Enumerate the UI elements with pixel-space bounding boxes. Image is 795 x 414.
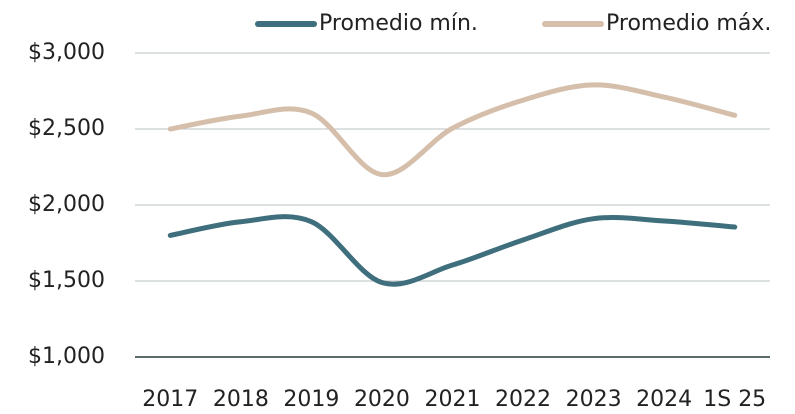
line <box>167 214 738 287</box>
y-tick-label: $1,000 <box>28 344 105 369</box>
x-tick-label: 2021 <box>425 387 481 412</box>
x-tick-label: 2020 <box>354 387 410 412</box>
x-tick-label: 2019 <box>283 387 339 412</box>
x-tick-label: 2017 <box>142 387 198 412</box>
legend-label: Promedio máx. <box>606 11 771 36</box>
x-tick-label: 1S 25 <box>703 387 766 412</box>
y-tick-label: $2,500 <box>28 116 105 141</box>
x-tick-label: 2024 <box>636 387 692 412</box>
y-tick-label: $1,500 <box>28 268 105 293</box>
x-tick-label: 2023 <box>566 387 622 412</box>
y-tick-label: $3,000 <box>28 40 105 65</box>
x-tick-label: 2022 <box>495 387 551 412</box>
line <box>167 82 738 178</box>
y-tick-label: $2,000 <box>28 192 105 217</box>
x-tick-label: 2018 <box>213 387 269 412</box>
legend-label: Promedio mín. <box>319 11 478 36</box>
